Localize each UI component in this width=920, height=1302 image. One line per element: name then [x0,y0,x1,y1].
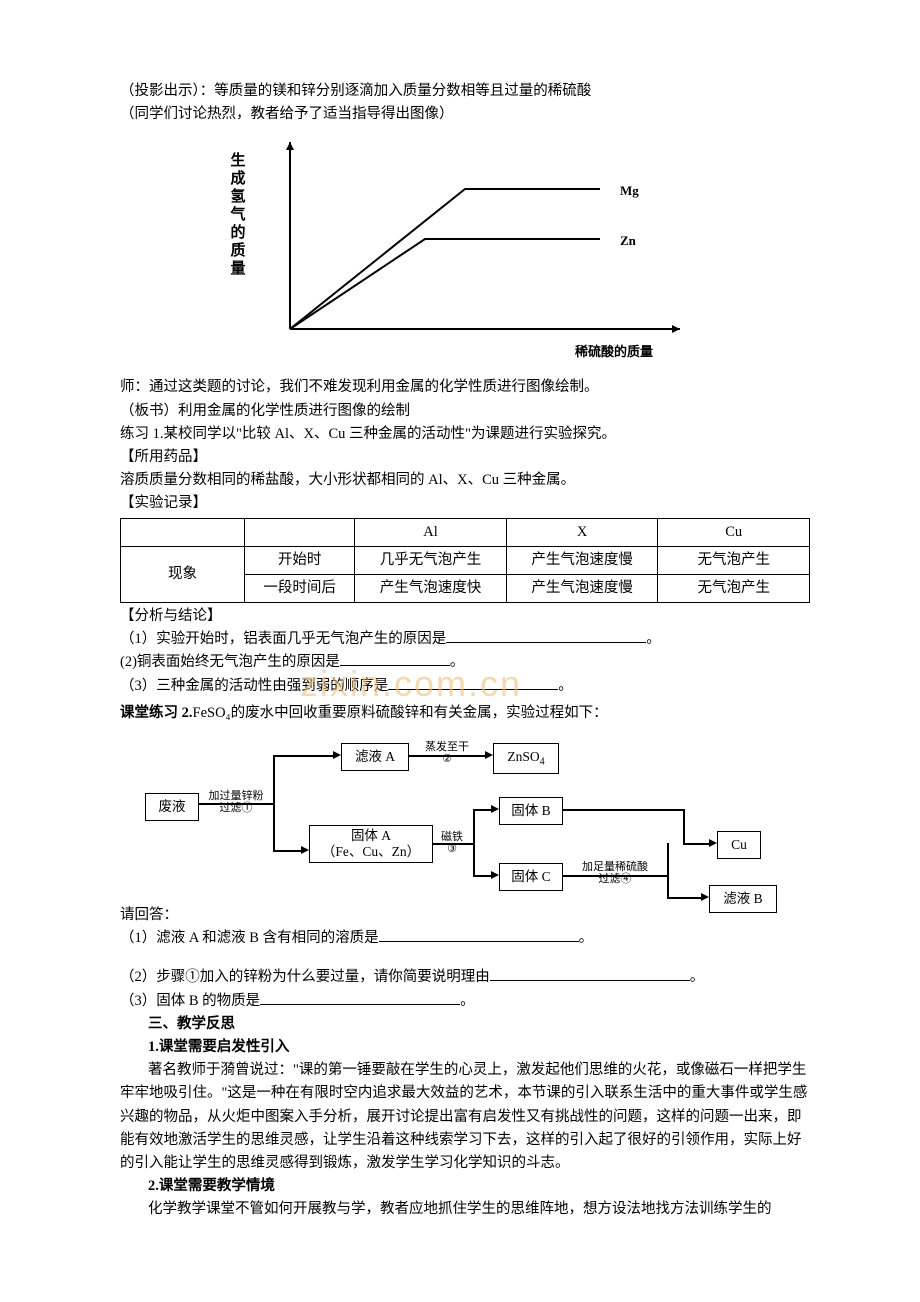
reflect-title: 三、教学反思 [148,1013,810,1036]
reflect-sub1: 1.课堂需要启发性引入 [148,1036,810,1059]
flow-node-filtrate-a: 滤液 A [341,743,409,771]
flow-label-add-acid: 加足量稀硫酸过滤④ [567,861,663,885]
flowchart: 废液 加过量锌粉过滤① 滤液 A 蒸发至干② ZnSO4 固体 A（Fe、Cu、… [145,735,785,900]
q2-3: （3）固体 B 的物质是。 [120,990,810,1013]
section-fenxi: 【分析与结论】 [120,605,810,628]
flow-label-step3: 磁铁③ [435,831,469,855]
section-jilu: 【实验记录】 [120,492,810,515]
flow-node-solid-b: 固体 B [499,797,563,825]
flow-label-add-zn: 加过量锌粉过滤① [201,790,271,814]
flow-node-znso4: ZnSO4 [493,743,559,774]
reflect-p1: 著名教师于漪曾说过："课的第一锤要敲在学生的心灵上，激发起他们思维的火花，或像磁… [120,1059,810,1175]
table-row: Al X Cu [121,518,810,546]
flow-node-filtrate-b: 滤液 B [709,885,777,913]
chart-container: 生 成 氢 气 的 质 量 稀硫酸的质量 Mg Zn [120,134,810,364]
board-line: （板书）利用金属的化学性质进行图像的绘制 [120,400,810,423]
flow-label-evap: 蒸发至干② [417,741,477,765]
table-row: 现象 开始时 几乎无气泡产生 产生气泡速度慢 无气泡产生 [121,546,810,574]
chart-svg [280,134,700,344]
chart-y-axis-label: 生 成 氢 气 的 质 量 [230,152,246,278]
exercise1-title: 练习 1.某校同学以"比较 Al、X、Cu 三种金属的活动性"为课题进行实验探究… [120,423,810,446]
q1-2: (2)铜表面始终无气泡产生的原因是。 [120,651,810,674]
reflect-sub2: 2.课堂需要教学情境 [148,1175,810,1198]
exercise2-title: 课堂练习 2.FeSO₄的废水中回收重要原料硫酸锌和有关金属，实验过程如下： [120,702,810,725]
flow-node-solid-c: 固体 C [499,863,563,891]
section-yaopin: 【所用药品】 [120,446,810,469]
intro-line-1: （投影出示）：等质量的镁和锌分别逐滴加入质量分数相等且过量的稀硫酸 [120,80,810,103]
reflect-p2: 化学教学课堂不管如何开展教与学，教者应地抓住学生的思维阵地，想方设法地找方法训练… [120,1198,810,1221]
please-answer: 请回答： [120,904,810,927]
flow-node-cu: Cu [717,831,761,859]
q2-1: （1）滤液 A 和滤液 B 含有相同的溶质是。 [120,927,810,950]
flow-node-waste: 废液 [145,793,199,821]
teacher-line: 师：通过这类题的讨论，我们不难发现利用金属的化学性质进行图像绘制。 [120,376,810,399]
q1-3: （3）三种金属的活动性由强到弱的顺序是。 [120,675,810,698]
intro-line-2: （同学们讨论热烈，教者给予了适当指导得出图像） [120,103,810,126]
flow-node-solid-a: 固体 A（Fe、Cu、Zn） [309,825,433,863]
yaopin-body: 溶质质量分数相同的稀盐酸，大小形状都相同的 Al、X、Cu 三种金属。 [120,469,810,492]
chart-x-axis-label: 稀硫酸的质量 [575,342,653,363]
q1-1: （1）实验开始时，铝表面几乎无气泡产生的原因是。 [120,628,810,651]
experiment-table: Al X Cu 现象 开始时 几乎无气泡产生 产生气泡速度慢 无气泡产生 一段时… [120,518,810,604]
q2-2: （2）步骤①加入的锌粉为什么要过量，请你简要说明理由。 [120,966,810,989]
